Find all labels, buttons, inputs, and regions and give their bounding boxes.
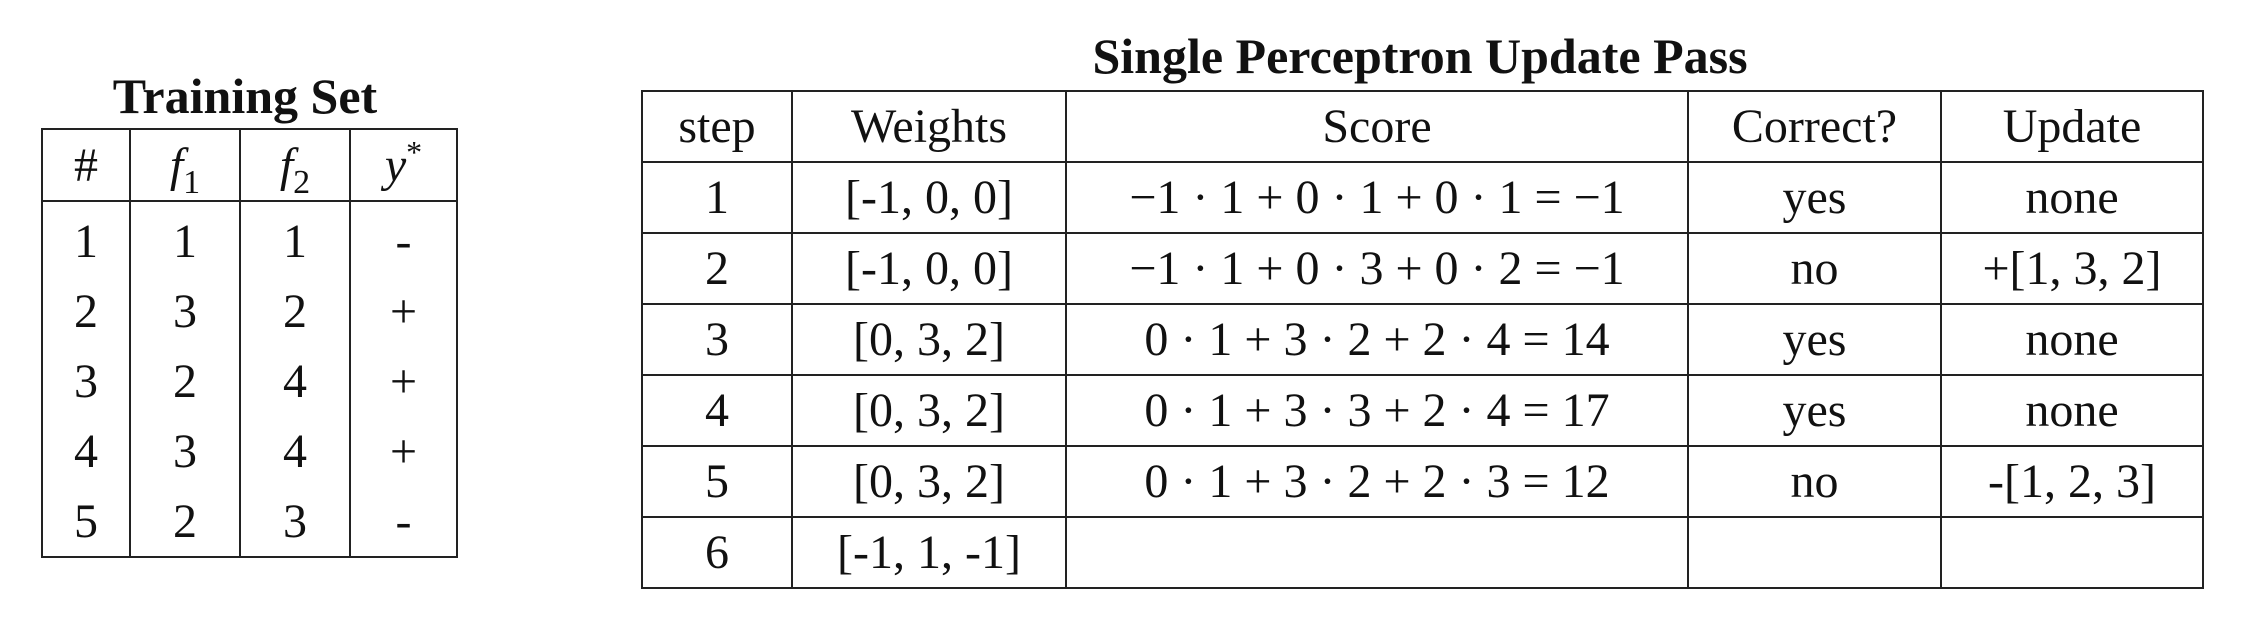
cell-update: none [1940, 303, 2204, 376]
table-row: 4 [0, 3, 2] 0 · 1 + 3 · 3 + 2 · 4 = 17 y… [641, 374, 2204, 447]
table-row: 5 [0, 3, 2] 0 · 1 + 3 · 2 + 2 · 3 = 12 n… [641, 445, 2204, 518]
cell-y: + [349, 276, 458, 346]
cell-correct: no [1687, 232, 1942, 305]
cell-f1: 3 [129, 276, 241, 346]
cell-y: - [349, 201, 458, 276]
cell-weights: [0, 3, 2] [791, 303, 1067, 376]
cell-weights: [0, 3, 2] [791, 374, 1067, 447]
table-row: 1 1 1 - [41, 201, 458, 276]
header-weights: Weights [791, 90, 1067, 163]
table-row: 2 [-1, 0, 0] −1 · 1 + 0 · 3 + 0 · 2 = −1… [641, 232, 2204, 305]
cell-f1: 3 [129, 416, 241, 486]
cell-score: 0 · 1 + 3 · 3 + 2 · 4 = 17 [1065, 374, 1689, 447]
cell-f2: 3 [239, 486, 351, 558]
cell-f2: 2 [239, 276, 351, 346]
cell-correct: yes [1687, 374, 1942, 447]
table-row: 3 2 4 + [41, 346, 458, 416]
cell-correct [1687, 516, 1942, 589]
header-y-star: y* [349, 128, 458, 202]
header-update: Update [1940, 90, 2204, 163]
cell-f2: 4 [239, 416, 351, 486]
cell-update [1940, 516, 2204, 589]
header-index: # [41, 128, 131, 202]
cell-update: none [1940, 374, 2204, 447]
cell-index: 2 [41, 276, 131, 346]
cell-update: -[1, 2, 3] [1940, 445, 2204, 518]
cell-update: +[1, 3, 2] [1940, 232, 2204, 305]
table-row: 4 3 4 + [41, 416, 458, 486]
cell-weights: [-1, 0, 0] [791, 232, 1067, 305]
header-f1-sub: 1 [183, 163, 201, 201]
cell-f1: 2 [129, 486, 241, 558]
cell-correct: yes [1687, 303, 1942, 376]
cell-step: 1 [641, 161, 793, 234]
cell-y: + [349, 346, 458, 416]
cell-correct: yes [1687, 161, 1942, 234]
header-correct: Correct? [1687, 90, 1942, 163]
cell-step: 5 [641, 445, 793, 518]
header-f1-base: f [169, 138, 184, 192]
cell-score [1065, 516, 1689, 589]
cell-y: + [349, 416, 458, 486]
training-set-title: Training Set [112, 68, 378, 124]
cell-correct: no [1687, 445, 1942, 518]
header-f2-sub: 2 [293, 163, 311, 201]
cell-f1: 1 [129, 201, 241, 276]
perceptron-pass-table: step Weights Score Correct? Update 1 [-1… [641, 90, 2204, 589]
header-f2-base: f [279, 138, 294, 192]
table-row: 6 [-1, 1, -1] [641, 516, 2204, 589]
cell-step: 6 [641, 516, 793, 589]
cell-step: 2 [641, 232, 793, 305]
header-score: Score [1065, 90, 1689, 163]
table-row: 1 [-1, 0, 0] −1 · 1 + 0 · 1 + 0 · 1 = −1… [641, 161, 2204, 234]
cell-step: 3 [641, 303, 793, 376]
cell-score: 0 · 1 + 3 · 2 + 2 · 3 = 12 [1065, 445, 1689, 518]
cell-f1: 2 [129, 346, 241, 416]
cell-index: 4 [41, 416, 131, 486]
cell-weights: [0, 3, 2] [791, 445, 1067, 518]
table-row: 2 3 2 + [41, 276, 458, 346]
cell-index: 3 [41, 346, 131, 416]
cell-score: −1 · 1 + 0 · 1 + 0 · 1 = −1 [1065, 161, 1689, 234]
header-y-base: y [384, 138, 407, 192]
training-header-row: # f1 f2 y* [41, 128, 458, 202]
cell-weights: [-1, 1, -1] [791, 516, 1067, 589]
cell-index: 5 [41, 486, 131, 558]
training-set-table: # f1 f2 y* 1 1 1 - 2 3 2 + 3 2 4 + 4 3 4 [41, 128, 458, 558]
cell-weights: [-1, 0, 0] [791, 161, 1067, 234]
cell-y: - [349, 486, 458, 558]
cell-index: 1 [41, 201, 131, 276]
cell-score: 0 · 1 + 3 · 2 + 2 · 4 = 14 [1065, 303, 1689, 376]
pass-header-row: step Weights Score Correct? Update [641, 90, 2204, 163]
header-y-sup: * [406, 133, 423, 170]
table-row: 3 [0, 3, 2] 0 · 1 + 3 · 2 + 2 · 4 = 14 y… [641, 303, 2204, 376]
cell-score: −1 · 1 + 0 · 3 + 0 · 2 = −1 [1065, 232, 1689, 305]
header-step: step [641, 90, 793, 163]
perceptron-pass-title: Single Perceptron Update Pass [1092, 28, 1748, 84]
cell-step: 4 [641, 374, 793, 447]
header-f2: f2 [239, 128, 351, 202]
cell-f2: 4 [239, 346, 351, 416]
cell-f2: 1 [239, 201, 351, 276]
header-f1: f1 [129, 128, 241, 202]
table-row: 5 2 3 - [41, 486, 458, 558]
cell-update: none [1940, 161, 2204, 234]
